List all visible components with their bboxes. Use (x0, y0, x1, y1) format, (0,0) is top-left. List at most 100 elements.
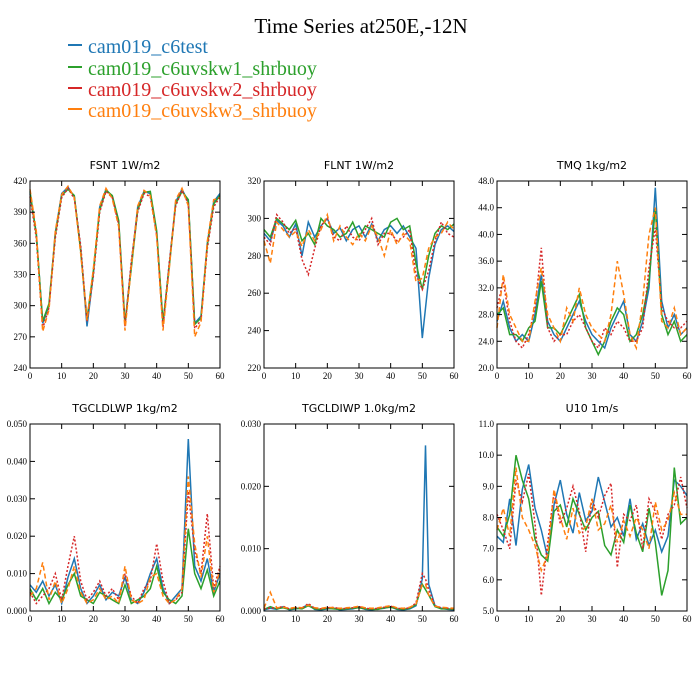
y-tick-label: 420 (14, 176, 28, 186)
y-tick-label: 300 (248, 213, 262, 223)
x-tick-label: 40 (386, 371, 396, 381)
y-tick-label: 20.0 (478, 363, 494, 373)
x-tick-label: 20 (556, 614, 566, 624)
x-tick-label: 40 (619, 371, 629, 381)
panel-title: TGCLDIWP 1.0kg/m2 (301, 402, 416, 415)
y-tick-label: 24.0 (478, 336, 494, 346)
legend-swatch (68, 66, 82, 69)
x-tick-label: 30 (121, 614, 131, 624)
y-tick-label: 220 (248, 363, 262, 373)
x-tick-label: 20 (89, 371, 99, 381)
legend-item-uvskw3: cam019_c6uvskw3_shrbuoy (68, 100, 317, 123)
y-tick-label: 0.000 (7, 606, 28, 616)
x-tick-label: 60 (683, 371, 693, 381)
legend-swatch (68, 108, 82, 111)
legend-swatch (68, 87, 82, 90)
panel-title: FSNT 1W/m2 (90, 159, 161, 172)
y-tick-label: 8.0 (483, 513, 495, 523)
y-tick-label: 0.040 (7, 456, 28, 466)
panel-title: TGCLDLWP 1kg/m2 (71, 402, 177, 415)
x-tick-label: 10 (57, 371, 67, 381)
y-tick-label: 300 (14, 301, 28, 311)
x-tick-label: 0 (28, 614, 33, 624)
y-tick-label: 240 (248, 326, 262, 336)
x-tick-label: 20 (323, 614, 333, 624)
y-tick-label: 0.010 (241, 544, 262, 554)
panel-title: FLNT 1W/m2 (324, 159, 394, 172)
legend-label: cam019_c6uvskw3_shrbuoy (88, 100, 317, 122)
x-tick-label: 60 (450, 371, 460, 381)
x-tick-label: 0 (28, 371, 33, 381)
y-tick-label: 40.0 (478, 229, 494, 239)
series-line (263, 582, 455, 611)
x-tick-label: 0 (495, 371, 500, 381)
series-line (263, 216, 455, 339)
y-tick-label: 0.020 (7, 531, 28, 541)
y-tick-label: 270 (14, 332, 28, 342)
x-tick-label: 30 (355, 371, 365, 381)
y-tick-label: 5.0 (483, 606, 495, 616)
x-tick-label: 30 (121, 371, 131, 381)
x-tick-label: 0 (262, 371, 267, 381)
y-tick-label: 240 (14, 363, 28, 373)
y-tick-label: 0.030 (7, 494, 28, 504)
x-tick-label: 50 (651, 371, 661, 381)
x-tick-label: 30 (588, 371, 598, 381)
y-tick-label: 330 (14, 270, 28, 280)
y-tick-label: 360 (14, 238, 28, 248)
series-line (496, 473, 688, 596)
x-tick-label: 0 (262, 614, 267, 624)
y-tick-label: 10.0 (478, 450, 494, 460)
x-tick-label: 40 (386, 614, 396, 624)
y-tick-label: 6.0 (483, 575, 495, 585)
x-tick-label: 60 (450, 614, 460, 624)
panel-title: TMQ 1kg/m2 (556, 159, 627, 172)
y-tick-label: 9.0 (483, 481, 495, 491)
x-tick-label: 30 (588, 614, 598, 624)
legend-item-uvskw1: cam019_c6uvskw1_shrbuoy (68, 58, 317, 81)
x-tick-label: 30 (355, 614, 365, 624)
x-tick-label: 50 (418, 614, 428, 624)
x-tick-label: 20 (89, 614, 99, 624)
x-tick-label: 60 (683, 614, 693, 624)
panel-title: U10 1m/s (566, 402, 619, 415)
series-line (29, 528, 221, 606)
y-tick-label: 48.0 (478, 176, 494, 186)
series-line (496, 455, 688, 596)
y-tick-label: 0.030 (241, 419, 262, 429)
y-tick-label: 44.0 (478, 203, 494, 213)
legend-item-uvskw2: cam019_c6uvskw2_shrbuoy (68, 79, 317, 102)
y-tick-label: 7.0 (483, 544, 495, 554)
series-line (263, 571, 455, 610)
series-line (29, 438, 221, 607)
series-line (29, 184, 221, 338)
x-tick-label: 40 (619, 614, 629, 624)
x-tick-label: 60 (216, 371, 226, 381)
y-tick-label: 36.0 (478, 256, 494, 266)
series-line (496, 227, 688, 350)
x-tick-label: 60 (216, 614, 226, 624)
y-tick-label: 0.000 (241, 606, 262, 616)
y-tick-label: 32.0 (478, 283, 494, 293)
x-tick-label: 10 (524, 371, 534, 381)
y-tick-label: 28.0 (478, 310, 494, 320)
legend-label: cam019_c6uvskw2_shrbuoy (88, 79, 317, 101)
x-tick-label: 40 (152, 371, 162, 381)
x-tick-label: 50 (184, 614, 194, 624)
x-tick-label: 50 (651, 614, 661, 624)
series-line (496, 207, 688, 351)
legend-swatch (68, 44, 82, 47)
y-tick-label: 0.050 (7, 419, 28, 429)
y-tick-label: 390 (14, 207, 28, 217)
y-tick-label: 280 (248, 251, 262, 261)
x-tick-label: 50 (184, 371, 194, 381)
x-tick-label: 20 (323, 371, 333, 381)
series-line (496, 464, 688, 559)
x-tick-label: 10 (57, 614, 67, 624)
y-tick-label: 11.0 (479, 419, 495, 429)
x-tick-label: 10 (291, 371, 301, 381)
y-tick-label: 0.010 (7, 569, 28, 579)
y-tick-label: 260 (248, 288, 262, 298)
x-tick-label: 40 (152, 614, 162, 624)
